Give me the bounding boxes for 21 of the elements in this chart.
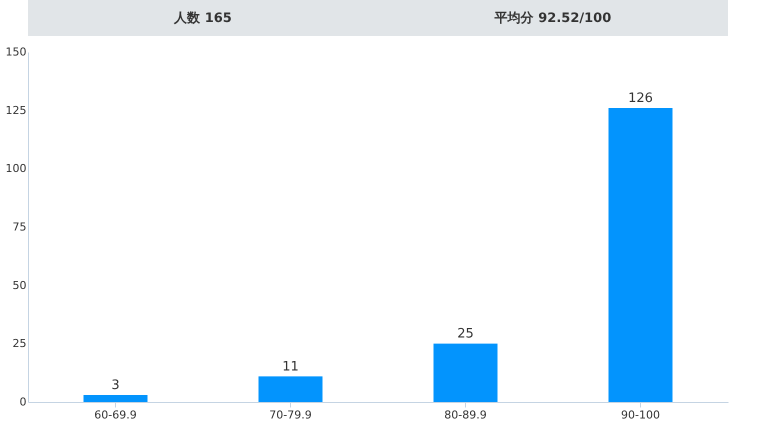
y-tick-label: 50 xyxy=(12,278,26,292)
x-tick-label: 80-89.9 xyxy=(444,408,487,422)
x-tick-label: 70-79.9 xyxy=(269,408,312,422)
data-label: 126 xyxy=(628,91,653,106)
y-tick-label: 0 xyxy=(20,396,26,408)
bar xyxy=(84,395,148,402)
y-tick-label: 150 xyxy=(6,46,26,58)
y-tick-label: 75 xyxy=(12,220,26,234)
x-tick-label: 90-100 xyxy=(621,408,660,422)
text: 人数 165 xyxy=(173,11,232,26)
bar xyxy=(258,376,322,402)
y-tick-label: 100 xyxy=(6,162,26,176)
bar xyxy=(608,108,672,402)
text: 平均分 92.52/100 xyxy=(494,11,612,26)
data-label: 3 xyxy=(111,378,120,393)
bar xyxy=(434,344,498,402)
data-label: 11 xyxy=(282,359,299,374)
data-label: 25 xyxy=(457,326,474,342)
x-tick-label: 60-69.9 xyxy=(94,408,137,422)
y-tick-label: 25 xyxy=(12,337,26,350)
y-tick-label: 125 xyxy=(6,104,26,117)
